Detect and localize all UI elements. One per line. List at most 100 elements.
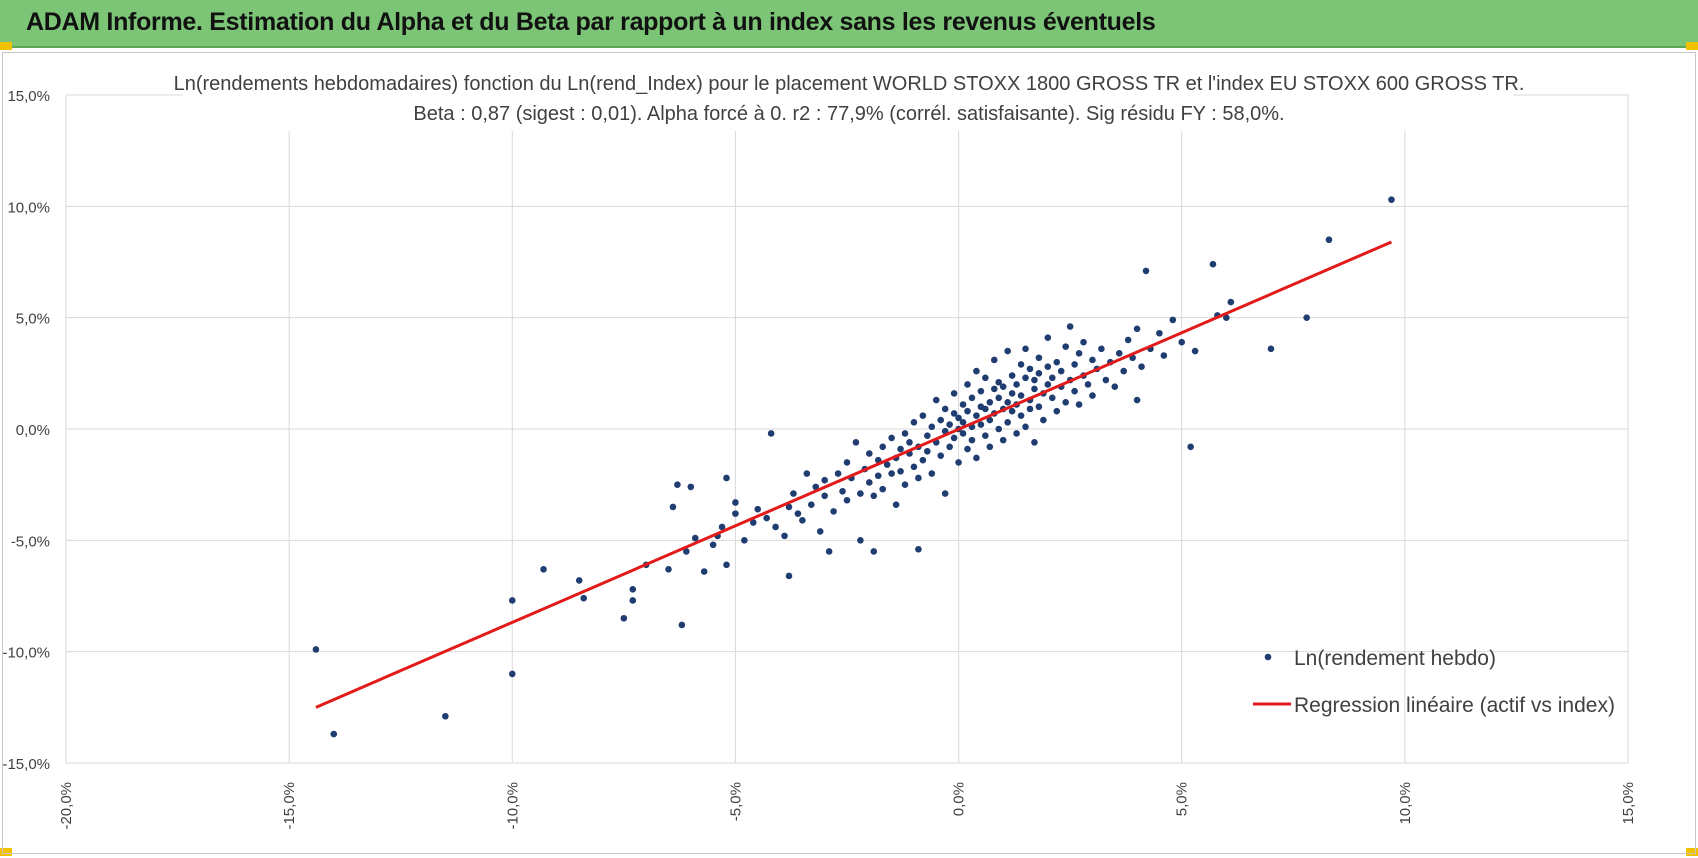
data-point <box>785 572 793 580</box>
data-point <box>1388 196 1395 203</box>
data-point <box>687 483 695 491</box>
data-point <box>973 454 980 462</box>
data-point <box>1080 338 1087 346</box>
x-axis-ticks: -20,0% -15,0% -10,0% -5,0% 0,0% 5,0% 10,0% 15,0… <box>58 782 1637 830</box>
legend-label-scatter: Ln(rendement hebdo) <box>1294 647 1496 670</box>
data-point <box>723 561 730 569</box>
data-point <box>1142 267 1150 275</box>
data-point <box>665 565 672 573</box>
data-point <box>763 514 770 522</box>
data-point <box>1044 381 1052 388</box>
data-point <box>1031 439 1038 446</box>
data-point <box>709 541 717 549</box>
chart-title: Ln(rendements hebdomadaires) fonction du… <box>174 73 1525 95</box>
data-point <box>1071 361 1078 368</box>
data-point <box>973 367 980 375</box>
data-point <box>1057 367 1065 375</box>
y-tick-label: -10,0% <box>3 645 50 662</box>
data-point <box>999 383 1007 390</box>
data-point <box>723 474 730 482</box>
data-point <box>959 430 967 437</box>
data-point <box>1066 323 1074 330</box>
data-point <box>1017 412 1025 419</box>
data-point <box>1022 345 1029 353</box>
chart-legend: Ln(rendement hebdo) Regression linéaire (… <box>1253 647 1615 717</box>
data-point <box>982 432 989 439</box>
corner-marker-bottom-right <box>1686 848 1698 856</box>
legend-marker-scatter <box>1264 653 1272 661</box>
x-tick-label: -15,0% <box>281 782 298 830</box>
data-point <box>901 430 909 437</box>
data-point <box>910 419 918 426</box>
data-point <box>1133 396 1141 404</box>
data-point <box>1124 336 1132 344</box>
data-point <box>995 394 1003 402</box>
data-point <box>1053 358 1061 366</box>
data-point <box>1102 376 1110 384</box>
data-point <box>843 496 851 504</box>
data-point <box>866 450 873 457</box>
data-points <box>312 196 1395 738</box>
chart-frame: 15,0% 10,0% 5,0% 0,0% -5,0% -10,0% -15,0% -20,… <box>2 52 1696 854</box>
y-tick-label: -15,0% <box>3 756 50 773</box>
data-point <box>1008 390 1016 397</box>
data-point <box>977 387 985 395</box>
data-point <box>897 468 904 475</box>
data-point <box>1089 392 1096 399</box>
data-point <box>1120 367 1127 375</box>
x-tick-label: -10,0% <box>504 782 521 830</box>
data-point <box>732 510 739 517</box>
data-point <box>312 646 320 653</box>
data-point <box>754 505 762 513</box>
data-point <box>767 430 775 437</box>
data-point <box>1035 370 1043 377</box>
data-point <box>1084 381 1092 388</box>
data-point <box>821 492 828 500</box>
regression-line <box>315 240 1393 709</box>
data-point <box>1267 345 1275 353</box>
data-point <box>1004 347 1011 355</box>
data-point <box>790 490 797 497</box>
data-point <box>1075 401 1083 408</box>
data-point <box>857 490 864 497</box>
corner-marker-bottom-left <box>0 848 12 856</box>
data-point <box>932 396 940 404</box>
data-point <box>834 470 842 477</box>
data-point <box>843 459 851 466</box>
data-point <box>1044 363 1052 370</box>
data-point <box>799 516 806 524</box>
data-point <box>683 548 690 555</box>
data-point <box>1111 383 1119 390</box>
data-point <box>669 503 677 511</box>
data-point <box>825 548 833 555</box>
data-point <box>803 470 811 477</box>
data-point <box>852 439 860 446</box>
data-point <box>1013 430 1020 437</box>
data-point <box>924 432 931 439</box>
x-tick-label: -20,0% <box>58 782 75 830</box>
data-point <box>794 510 802 517</box>
data-point <box>1048 374 1056 382</box>
data-point <box>781 532 788 540</box>
data-point <box>995 425 1003 433</box>
data-point <box>330 730 338 738</box>
data-point <box>772 523 779 531</box>
data-point <box>955 459 962 466</box>
data-point <box>968 394 976 402</box>
y-tick-label: 0,0% <box>16 422 50 439</box>
data-point <box>964 381 971 388</box>
data-point <box>973 412 980 419</box>
data-point <box>508 670 516 678</box>
data-point <box>897 445 904 453</box>
data-point <box>700 568 708 575</box>
x-tick-label: 0,0% <box>951 782 968 816</box>
data-point <box>968 436 976 444</box>
data-point <box>950 434 958 442</box>
data-point <box>1026 365 1034 373</box>
data-point <box>1223 314 1230 321</box>
data-point <box>1031 376 1038 384</box>
report-title: ADAM Informe. Estimation du Alpha et du … <box>26 8 1156 36</box>
data-point <box>1325 236 1333 244</box>
data-point <box>959 419 967 426</box>
data-point <box>937 452 945 460</box>
